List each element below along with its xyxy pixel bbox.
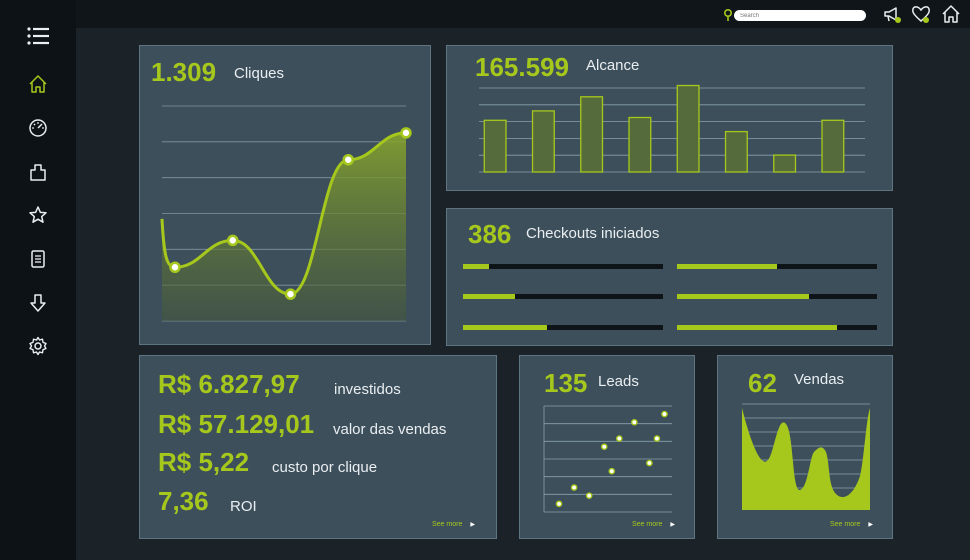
vendas-area-fill [742,408,870,510]
download-arrow-icon [30,294,46,312]
dashboard-gauge-icon [29,119,47,137]
leads-data-point [585,492,593,499]
heart-icon[interactable] [910,3,932,25]
alcance-bar [531,110,555,173]
cliques-area-fill [162,132,406,321]
finance-card: R$ 6.827,97 investidos R$ 57.129,01 valo… [139,355,497,539]
sidebar-item-home[interactable] [24,70,52,98]
checkout-progress-fill [463,325,547,330]
checkout-progress-track [677,325,877,330]
leads-data-point [661,410,668,418]
checkout-progress-fill [463,264,489,269]
leads-value: 135 [544,368,588,398]
cliques-card: 1.309 Cliques [139,45,431,345]
search-input[interactable] [734,10,866,21]
star-icon [29,206,47,223]
custo-clique-label: custo por clique [272,459,378,476]
checkout-progress-track [463,294,663,299]
cliques-data-point [227,234,239,247]
cliques-data-point [400,127,412,139]
package-icon [30,164,46,181]
alcance-bar [773,154,797,173]
finance-see-more-link[interactable]: See more ▶ [432,521,475,528]
valor-vendas-label: valor das vendas [333,421,447,438]
checkouts-card: 386 Checkouts iniciados [446,208,893,346]
cliques-data-point [342,154,354,166]
investidos-value: R$ 6.827,97 [158,369,300,399]
sidebar-item-favorites[interactable] [24,201,52,229]
cliques-area-chart [160,105,412,322]
sidebar-item-reports[interactable] [24,245,52,273]
alcance-card: 165.599 Alcance [446,45,893,191]
alcance-bar [676,84,700,173]
cliques-label: Cliques [234,65,285,82]
leads-data-point [653,435,661,442]
alcance-label: Alcance [586,57,640,74]
alcance-bar [628,116,652,173]
leads-card: 135 Leads See more ▶ [519,355,695,539]
gear-icon [29,336,47,356]
leads-data-point [615,435,623,442]
alcance-bar [483,119,507,173]
sidebar [0,0,76,560]
checkout-progress-fill [677,264,777,269]
alcance-value: 165.599 [475,52,569,82]
checkouts-label: Checkouts iniciados [526,225,660,242]
sidebar-item-dashboard[interactable] [24,114,52,142]
checkout-progress-fill [677,294,809,299]
vendas-see-more-link[interactable]: See more ▶ [830,521,873,528]
alcance-bar-chart [479,84,865,173]
megaphone-icon[interactable] [882,3,904,25]
checkout-progress-track [463,325,663,330]
alcance-bar [580,96,604,173]
cliques-data-point [169,261,181,273]
vendas-wave-chart [742,403,870,510]
alcance-bar [724,130,748,173]
custo-clique-value: R$ 5,22 [158,447,250,477]
cliques-data-point [284,288,297,300]
leads-data-point [646,459,653,467]
roi-value: 7,36 [158,486,209,516]
location-pin-icon[interactable] [722,8,734,22]
valor-vendas-value: R$ 57.129,01 [158,409,315,439]
vendas-card: 62 Vendas See more ▶ [717,355,893,539]
play-arrow-icon: ▶ [670,522,675,528]
leads-see-more-link[interactable]: See more ▶ [632,521,675,528]
checkouts-value: 386 [468,219,512,249]
leads-scatter-chart [543,405,672,513]
investidos-label: investidos [334,381,401,398]
vendas-label: Vendas [794,371,845,388]
home-icon [29,75,47,93]
leads-label: Leads [598,373,639,390]
leads-data-point [608,467,616,475]
checkout-progress-track [463,264,663,269]
alcance-bar [821,119,845,173]
home-icon[interactable] [940,3,962,25]
top-bar [0,0,970,28]
leads-data-point [570,484,578,491]
sidebar-item-settings[interactable] [24,332,52,360]
leads-data-point [555,500,563,508]
document-icon [31,250,45,268]
cliques-value: 1.309 [151,57,217,87]
checkout-progress-fill [463,294,515,299]
sidebar-item-downloads[interactable] [24,289,52,317]
checkout-progress-track [677,294,877,299]
leads-data-point [631,418,638,426]
menu-icon[interactable] [24,22,52,50]
vendas-value: 62 [748,368,777,398]
play-arrow-icon: ▶ [470,522,475,528]
checkout-progress-track [677,264,877,269]
roi-label: ROI [230,498,257,515]
sidebar-item-products[interactable] [24,158,52,186]
play-arrow-icon: ▶ [868,522,873,528]
checkout-progress-fill [677,325,837,330]
leads-data-point [600,443,608,451]
